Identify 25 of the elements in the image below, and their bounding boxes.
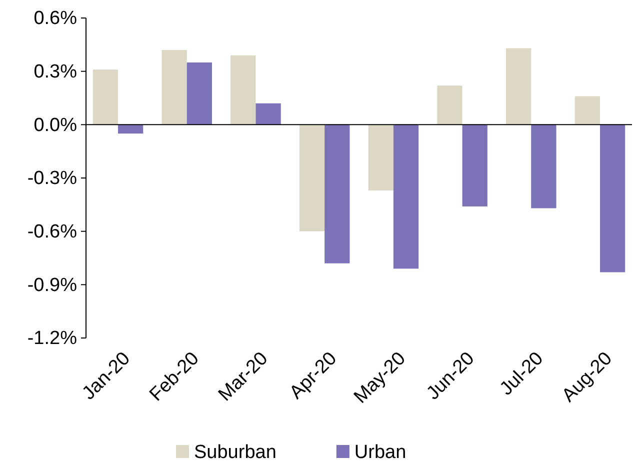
bar — [324, 124, 350, 264]
bar — [299, 124, 325, 232]
bar — [162, 50, 187, 125]
bar — [531, 124, 556, 208]
y-tick-label: 0.0% — [34, 114, 78, 136]
y-tick-label: -1.2% — [27, 328, 78, 350]
bar — [118, 124, 144, 134]
bar — [368, 124, 394, 190]
bar — [256, 103, 281, 125]
legend-label: Urban — [354, 442, 406, 463]
bar — [574, 96, 600, 125]
bar — [462, 124, 488, 206]
y-tick-label: -0.6% — [27, 221, 78, 242]
y-tick-label: -0.9% — [27, 274, 78, 296]
bar — [92, 70, 118, 125]
y-tick-label: 0.6% — [34, 8, 78, 30]
bar — [506, 48, 532, 125]
bar — [600, 124, 626, 272]
bar — [230, 55, 256, 125]
legend-label: Suburban — [194, 442, 276, 463]
bar — [393, 124, 419, 269]
bar — [437, 86, 462, 125]
y-tick-label: -0.3% — [27, 168, 78, 190]
bar — [186, 62, 212, 125]
y-tick-label: 0.3% — [34, 61, 78, 82]
